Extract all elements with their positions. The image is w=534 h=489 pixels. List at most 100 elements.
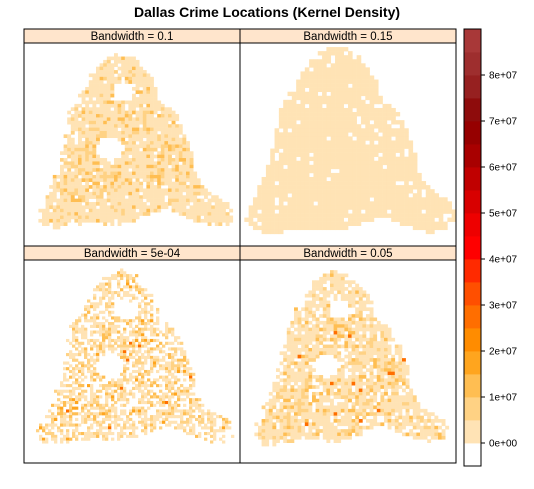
density-cell xyxy=(229,215,234,220)
density-cell xyxy=(42,222,46,226)
density-cell xyxy=(106,76,111,81)
density-cell xyxy=(175,174,180,179)
density-cell xyxy=(333,276,338,281)
density-cell xyxy=(309,193,314,198)
density-cell xyxy=(395,189,401,194)
density-cells xyxy=(254,270,450,447)
density-cell xyxy=(283,185,288,190)
density-cell xyxy=(283,197,288,202)
density-cell xyxy=(84,355,88,359)
density-cell xyxy=(128,114,133,118)
density-cell xyxy=(382,193,388,198)
density-cell xyxy=(81,341,85,345)
density-cell xyxy=(434,213,440,218)
density-cell xyxy=(192,384,196,388)
density-cell xyxy=(399,205,405,210)
density-cell xyxy=(198,415,202,419)
density-cell xyxy=(287,197,293,202)
density-cell xyxy=(90,347,94,351)
density-cell xyxy=(153,355,157,359)
density-cell xyxy=(352,164,357,170)
density-cell xyxy=(335,55,340,60)
density-cell xyxy=(283,156,288,162)
density-cell xyxy=(78,218,82,223)
density-cell xyxy=(96,288,100,292)
density-cell xyxy=(434,209,440,214)
density-cell xyxy=(88,141,93,145)
density-cell xyxy=(365,120,370,125)
density-cell xyxy=(87,409,91,413)
density-cell xyxy=(326,71,332,76)
density-cell xyxy=(120,409,124,413)
density-cell xyxy=(309,144,314,149)
density-cell xyxy=(358,290,363,295)
density-cell xyxy=(128,212,133,216)
density-cell xyxy=(159,367,163,371)
density-cell xyxy=(189,161,194,166)
density-cell xyxy=(139,110,144,115)
density-cell xyxy=(156,384,160,388)
density-cell xyxy=(84,313,88,317)
density-cell xyxy=(384,385,388,389)
density-cell xyxy=(352,209,357,214)
density-cell xyxy=(106,59,111,64)
density-cell xyxy=(348,334,352,339)
density-cell xyxy=(248,217,254,222)
density-cell xyxy=(300,79,306,84)
density-cell xyxy=(132,103,136,108)
density-cell xyxy=(99,134,104,139)
density-cell xyxy=(315,351,320,356)
density-cell xyxy=(42,440,46,444)
density-cell xyxy=(322,132,327,137)
density-cell xyxy=(313,71,319,76)
density-cell xyxy=(85,100,90,105)
density-cell xyxy=(369,351,374,356)
density-cell xyxy=(45,222,50,226)
density-cell xyxy=(110,70,115,74)
density-cell xyxy=(88,107,93,111)
density-cell xyxy=(438,213,444,218)
density-cell xyxy=(335,185,340,190)
density-cell xyxy=(382,176,388,182)
density-cell xyxy=(301,398,306,403)
density-cell xyxy=(351,405,356,410)
density-cell xyxy=(117,338,121,343)
density-cell xyxy=(340,408,345,413)
density-cell xyxy=(165,415,169,419)
density-cell xyxy=(175,127,180,132)
density-cell xyxy=(49,198,54,203)
density-cell xyxy=(99,191,104,196)
density-cell xyxy=(201,426,205,430)
density-cell xyxy=(425,185,431,190)
density-cell xyxy=(373,116,379,121)
density-cell xyxy=(157,205,162,210)
density-cell xyxy=(92,73,97,78)
density-cell xyxy=(124,141,129,145)
density-cell xyxy=(171,151,176,155)
density-cell xyxy=(157,127,162,132)
density-cell xyxy=(337,402,342,406)
density-cell xyxy=(348,63,353,68)
density-cell xyxy=(139,107,144,111)
density-cell xyxy=(189,429,193,433)
density-cell xyxy=(337,388,342,393)
density-cell xyxy=(114,53,118,57)
density-cell xyxy=(286,358,291,362)
density-cell xyxy=(360,136,366,141)
density-cell xyxy=(380,395,385,400)
density-cell xyxy=(391,152,396,157)
density-cell xyxy=(326,160,332,166)
density-cell xyxy=(326,300,331,305)
density-cell xyxy=(278,136,284,141)
density-cell xyxy=(417,172,422,178)
density-cell xyxy=(300,144,306,149)
density-cell xyxy=(313,87,319,93)
density-cell xyxy=(333,324,338,328)
density-cell xyxy=(369,83,375,88)
density-cell xyxy=(78,195,82,199)
density-cell xyxy=(317,201,323,206)
density-cell xyxy=(142,80,147,84)
density-cell xyxy=(294,354,298,359)
density-cell xyxy=(391,107,396,113)
density-cell xyxy=(355,290,360,295)
